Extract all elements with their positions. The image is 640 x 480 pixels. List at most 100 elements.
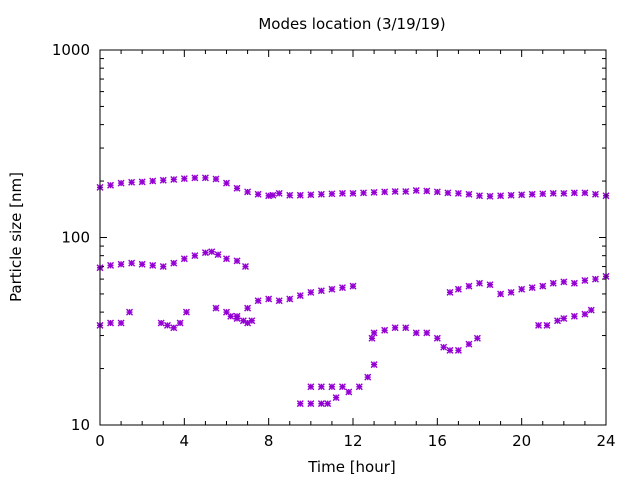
x-axis-title: Time [hour]: [307, 458, 396, 476]
data-point: [201, 174, 209, 182]
data-point: [535, 321, 543, 329]
data-point: [446, 288, 454, 296]
data-point: [254, 190, 262, 198]
data-point: [497, 192, 505, 200]
data-point: [518, 285, 526, 293]
data-point: [543, 321, 551, 329]
y-tick-label: 100: [61, 229, 90, 247]
data-point: [328, 190, 336, 198]
data-point: [391, 187, 399, 195]
data-point: [581, 310, 589, 318]
data-point: [223, 255, 230, 263]
data-point: [446, 346, 454, 354]
data-point: [549, 279, 557, 287]
data-point: [560, 314, 568, 322]
data-point: [180, 255, 188, 263]
data-point: [507, 288, 515, 296]
x-tick-label: 0: [95, 432, 105, 450]
data-point: [328, 285, 336, 293]
data-point: [227, 312, 235, 320]
data-point: [201, 249, 209, 257]
data-point: [107, 319, 115, 327]
data-point: [465, 282, 473, 290]
data-point: [381, 188, 389, 196]
data-point: [296, 400, 304, 408]
plot-frame: [99, 49, 607, 426]
data-point: [307, 191, 315, 199]
data-point: [117, 260, 125, 268]
data-point: [570, 279, 578, 287]
data-point: [149, 261, 157, 269]
data-point: [191, 252, 199, 260]
data-point: [244, 304, 252, 312]
x-tick-label: 20: [512, 432, 531, 450]
data-point: [317, 287, 325, 295]
y-tick-label: 1000: [52, 41, 90, 59]
data-point: [349, 282, 357, 290]
data-point: [324, 400, 332, 408]
data-point: [191, 174, 199, 182]
data-point: [286, 191, 294, 199]
data-point: [423, 329, 431, 337]
data-point: [269, 191, 277, 199]
data-point: [433, 188, 441, 196]
data-point: [265, 295, 273, 303]
data-point: [159, 176, 167, 184]
data-point: [476, 192, 483, 200]
data-point: [317, 383, 325, 391]
data-point: [454, 189, 462, 197]
data-point: [454, 285, 462, 293]
data-point: [126, 308, 134, 316]
data-point: [223, 179, 230, 187]
data-point: [423, 187, 431, 195]
data-point: [518, 191, 526, 199]
data-point: [476, 279, 483, 287]
y-axis-title: Particle size [nm]: [7, 172, 25, 302]
data-point: [370, 361, 378, 369]
data-point: [338, 284, 346, 292]
data-point: [381, 326, 389, 334]
data-point: [138, 260, 146, 268]
chart-title: Modes location (3/19/19): [258, 15, 445, 33]
data-point: [138, 178, 146, 186]
data-point: [554, 317, 562, 325]
data-point: [486, 281, 494, 289]
data-point: [465, 190, 473, 198]
data-point: [328, 383, 336, 391]
data-point: [473, 334, 481, 342]
data-point: [349, 189, 357, 197]
x-tick-label: 4: [180, 432, 190, 450]
data-point: [254, 297, 262, 305]
data-point: [338, 189, 346, 197]
data-point: [159, 263, 167, 271]
data-point: [454, 346, 462, 354]
data-point: [307, 383, 315, 391]
data-point: [539, 282, 547, 290]
data-point: [163, 321, 171, 329]
data-point: [368, 334, 376, 342]
y-tick-label: 10: [71, 416, 90, 434]
data-point: [560, 278, 568, 286]
data-point: [402, 324, 410, 332]
data-point: [317, 400, 325, 408]
data-point: [128, 259, 136, 267]
data-point: [440, 343, 448, 351]
data-point: [117, 179, 125, 187]
data-point: [170, 175, 178, 183]
data-point: [360, 189, 368, 197]
data-point: [296, 292, 304, 300]
data-point: [591, 275, 599, 283]
data-point: [248, 317, 256, 325]
data-point: [212, 175, 220, 183]
data-point: [581, 189, 589, 197]
axes: 0 4 8 12 16 20 24 10 100 1000: [52, 41, 616, 450]
x-tick-label: 8: [264, 432, 274, 450]
data-point: [391, 324, 399, 332]
data-point: [560, 189, 568, 197]
data-point: [570, 189, 578, 197]
data-point: [317, 190, 325, 198]
data-point: [402, 187, 410, 195]
data-point: [107, 181, 115, 189]
